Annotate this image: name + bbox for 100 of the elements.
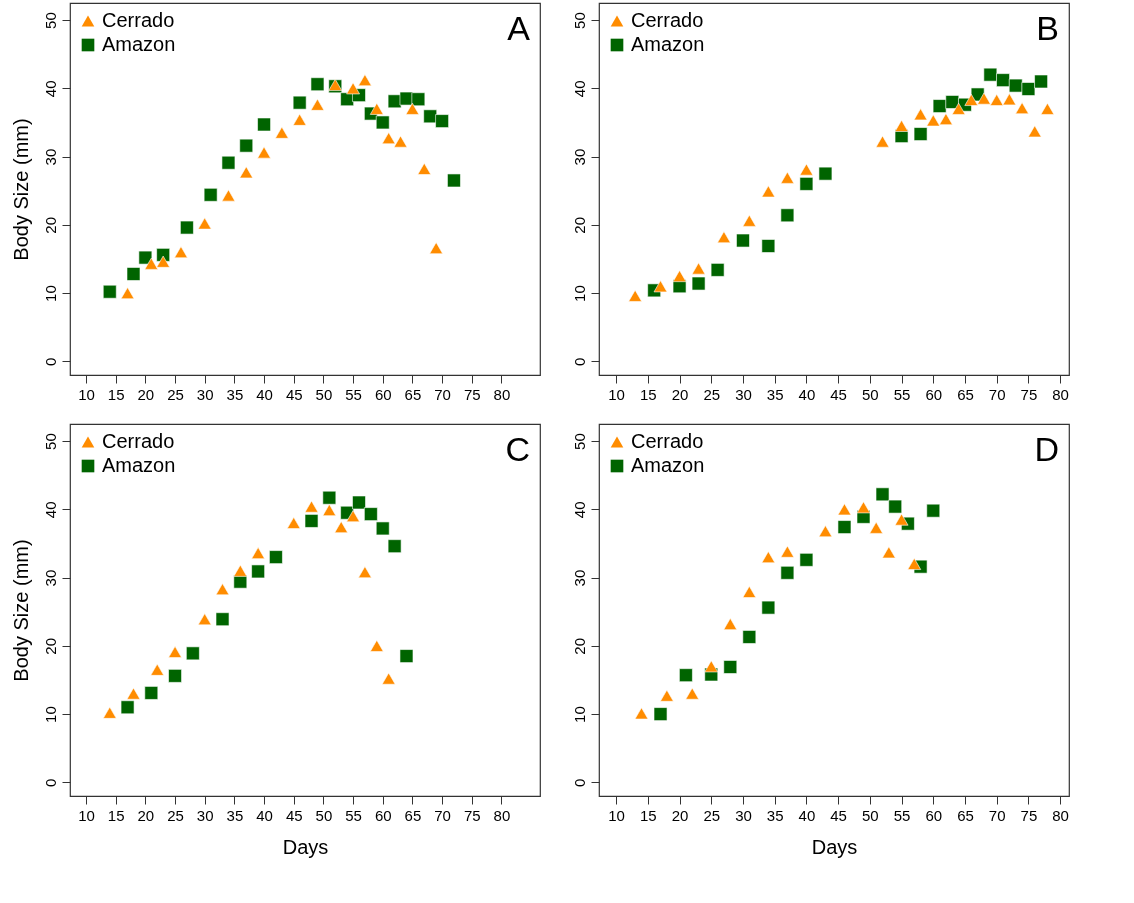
x-tick-label: 15: [107, 806, 125, 824]
x-tick-label: 60: [374, 806, 392, 824]
x-tick-label: 35: [766, 806, 784, 824]
legend-label: Cerrado: [631, 9, 704, 31]
chart-title: B: [1036, 9, 1059, 47]
x-tick-label: 45: [285, 385, 303, 403]
y-tick-label: 0: [570, 357, 588, 367]
x-tick-label: 30: [196, 385, 214, 403]
x-tick-label: 25: [703, 385, 721, 403]
x-tick-label: 70: [988, 385, 1006, 403]
x-tick-label: 40: [256, 385, 273, 403]
y-tick-label: 40: [570, 501, 588, 519]
x-tick-label: 65: [404, 806, 422, 824]
y-axis-title: Body Size (mm): [9, 118, 32, 261]
x-tick-label: 80: [493, 806, 511, 824]
x-tick-label: 80: [1052, 806, 1069, 824]
y-tick-label: 20: [570, 216, 588, 234]
x-tick-label: 75: [463, 806, 481, 824]
x-tick-label: 70: [434, 806, 451, 824]
x-tick-label: 30: [735, 806, 752, 824]
x-tick-label: 55: [345, 385, 362, 403]
y-tick-label: 10: [41, 706, 59, 723]
x-tick-label: 50: [861, 806, 879, 824]
x-tick-label: 35: [226, 385, 244, 403]
x-tick-label: 10: [608, 385, 625, 403]
x-tick-label: 10: [78, 806, 95, 824]
y-tick-label: 50: [570, 433, 588, 450]
x-tick-label: 60: [374, 385, 392, 403]
x-tick-label: 25: [703, 806, 721, 824]
x-tick-label: 35: [226, 806, 244, 824]
x-tick-label: 25: [167, 385, 184, 403]
legend-label: Cerrado: [631, 430, 704, 452]
chart-title: D: [1034, 430, 1059, 468]
y-tick-label: 30: [570, 148, 588, 166]
x-tick-label: 55: [893, 385, 911, 403]
x-tick-label: 25: [167, 806, 184, 824]
chart-title: A: [507, 9, 531, 47]
y-axis-title: Body Size (mm): [9, 539, 32, 682]
x-tick-label: 75: [1020, 806, 1038, 824]
x-tick-label: 30: [735, 385, 752, 403]
y-tick-label: 50: [41, 12, 59, 29]
x-tick-label: 75: [1020, 385, 1038, 403]
x-tick-label: 50: [315, 806, 333, 824]
x-tick-label: 40: [798, 806, 816, 824]
y-tick-label: 40: [41, 501, 59, 519]
y-tick-label: 30: [41, 148, 59, 166]
x-tick-label: 55: [893, 806, 911, 824]
y-tick-label: 40: [41, 80, 59, 98]
y-tick-label: 30: [570, 569, 588, 587]
x-tick-label: 20: [671, 385, 689, 403]
x-tick-label: 65: [957, 806, 974, 824]
x-tick-label: 45: [830, 385, 847, 403]
x-tick-label: 80: [493, 385, 511, 403]
x-tick-label: 15: [107, 385, 125, 403]
x-tick-label: 10: [608, 806, 625, 824]
x-tick-label: 40: [256, 806, 273, 824]
y-tick-label: 0: [41, 778, 59, 788]
x-tick-label: 60: [925, 385, 943, 403]
y-tick-label: 10: [570, 285, 588, 302]
legend-label: Amazon: [102, 33, 176, 55]
x-tick-label: 35: [766, 385, 784, 403]
x-axis-title: Days: [282, 835, 329, 858]
legend-label: Amazon: [102, 454, 176, 476]
x-tick-label: 15: [640, 806, 657, 824]
y-tick-label: 10: [570, 706, 588, 723]
y-tick-label: 30: [41, 569, 59, 587]
y-tick-label: 20: [41, 637, 59, 655]
x-tick-label: 45: [285, 806, 303, 824]
x-tick-label: 30: [196, 806, 214, 824]
x-tick-label: 40: [798, 385, 816, 403]
y-tick-label: 50: [570, 12, 588, 29]
x-tick-label: 50: [861, 385, 879, 403]
x-tick-label: 50: [315, 385, 333, 403]
x-tick-label: 75: [463, 385, 481, 403]
x-tick-label: 65: [404, 385, 422, 403]
x-tick-label: 65: [957, 385, 974, 403]
x-tick-label: 70: [988, 806, 1006, 824]
y-tick-label: 40: [570, 80, 588, 98]
x-axis-title: Days: [811, 835, 858, 858]
x-tick-label: 20: [671, 806, 689, 824]
y-tick-label: 0: [570, 778, 588, 788]
legend-label: Cerrado: [102, 430, 175, 452]
x-tick-label: 20: [137, 385, 155, 403]
y-tick-label: 20: [570, 637, 588, 655]
chart-title: C: [505, 430, 530, 468]
x-tick-label: 15: [640, 385, 657, 403]
x-tick-label: 20: [137, 806, 155, 824]
legend-label: Cerrado: [102, 9, 175, 31]
y-tick-label: 50: [41, 433, 59, 450]
x-tick-label: 45: [830, 806, 847, 824]
legend-label: Amazon: [631, 454, 705, 476]
x-tick-label: 55: [345, 806, 362, 824]
y-tick-label: 10: [41, 285, 59, 302]
y-tick-label: 0: [41, 357, 59, 367]
y-tick-label: 20: [41, 216, 59, 234]
legend-label: Amazon: [631, 33, 705, 55]
x-tick-label: 70: [434, 385, 451, 403]
x-tick-label: 10: [78, 385, 95, 403]
x-tick-label: 60: [925, 806, 943, 824]
x-tick-label: 80: [1052, 385, 1069, 403]
